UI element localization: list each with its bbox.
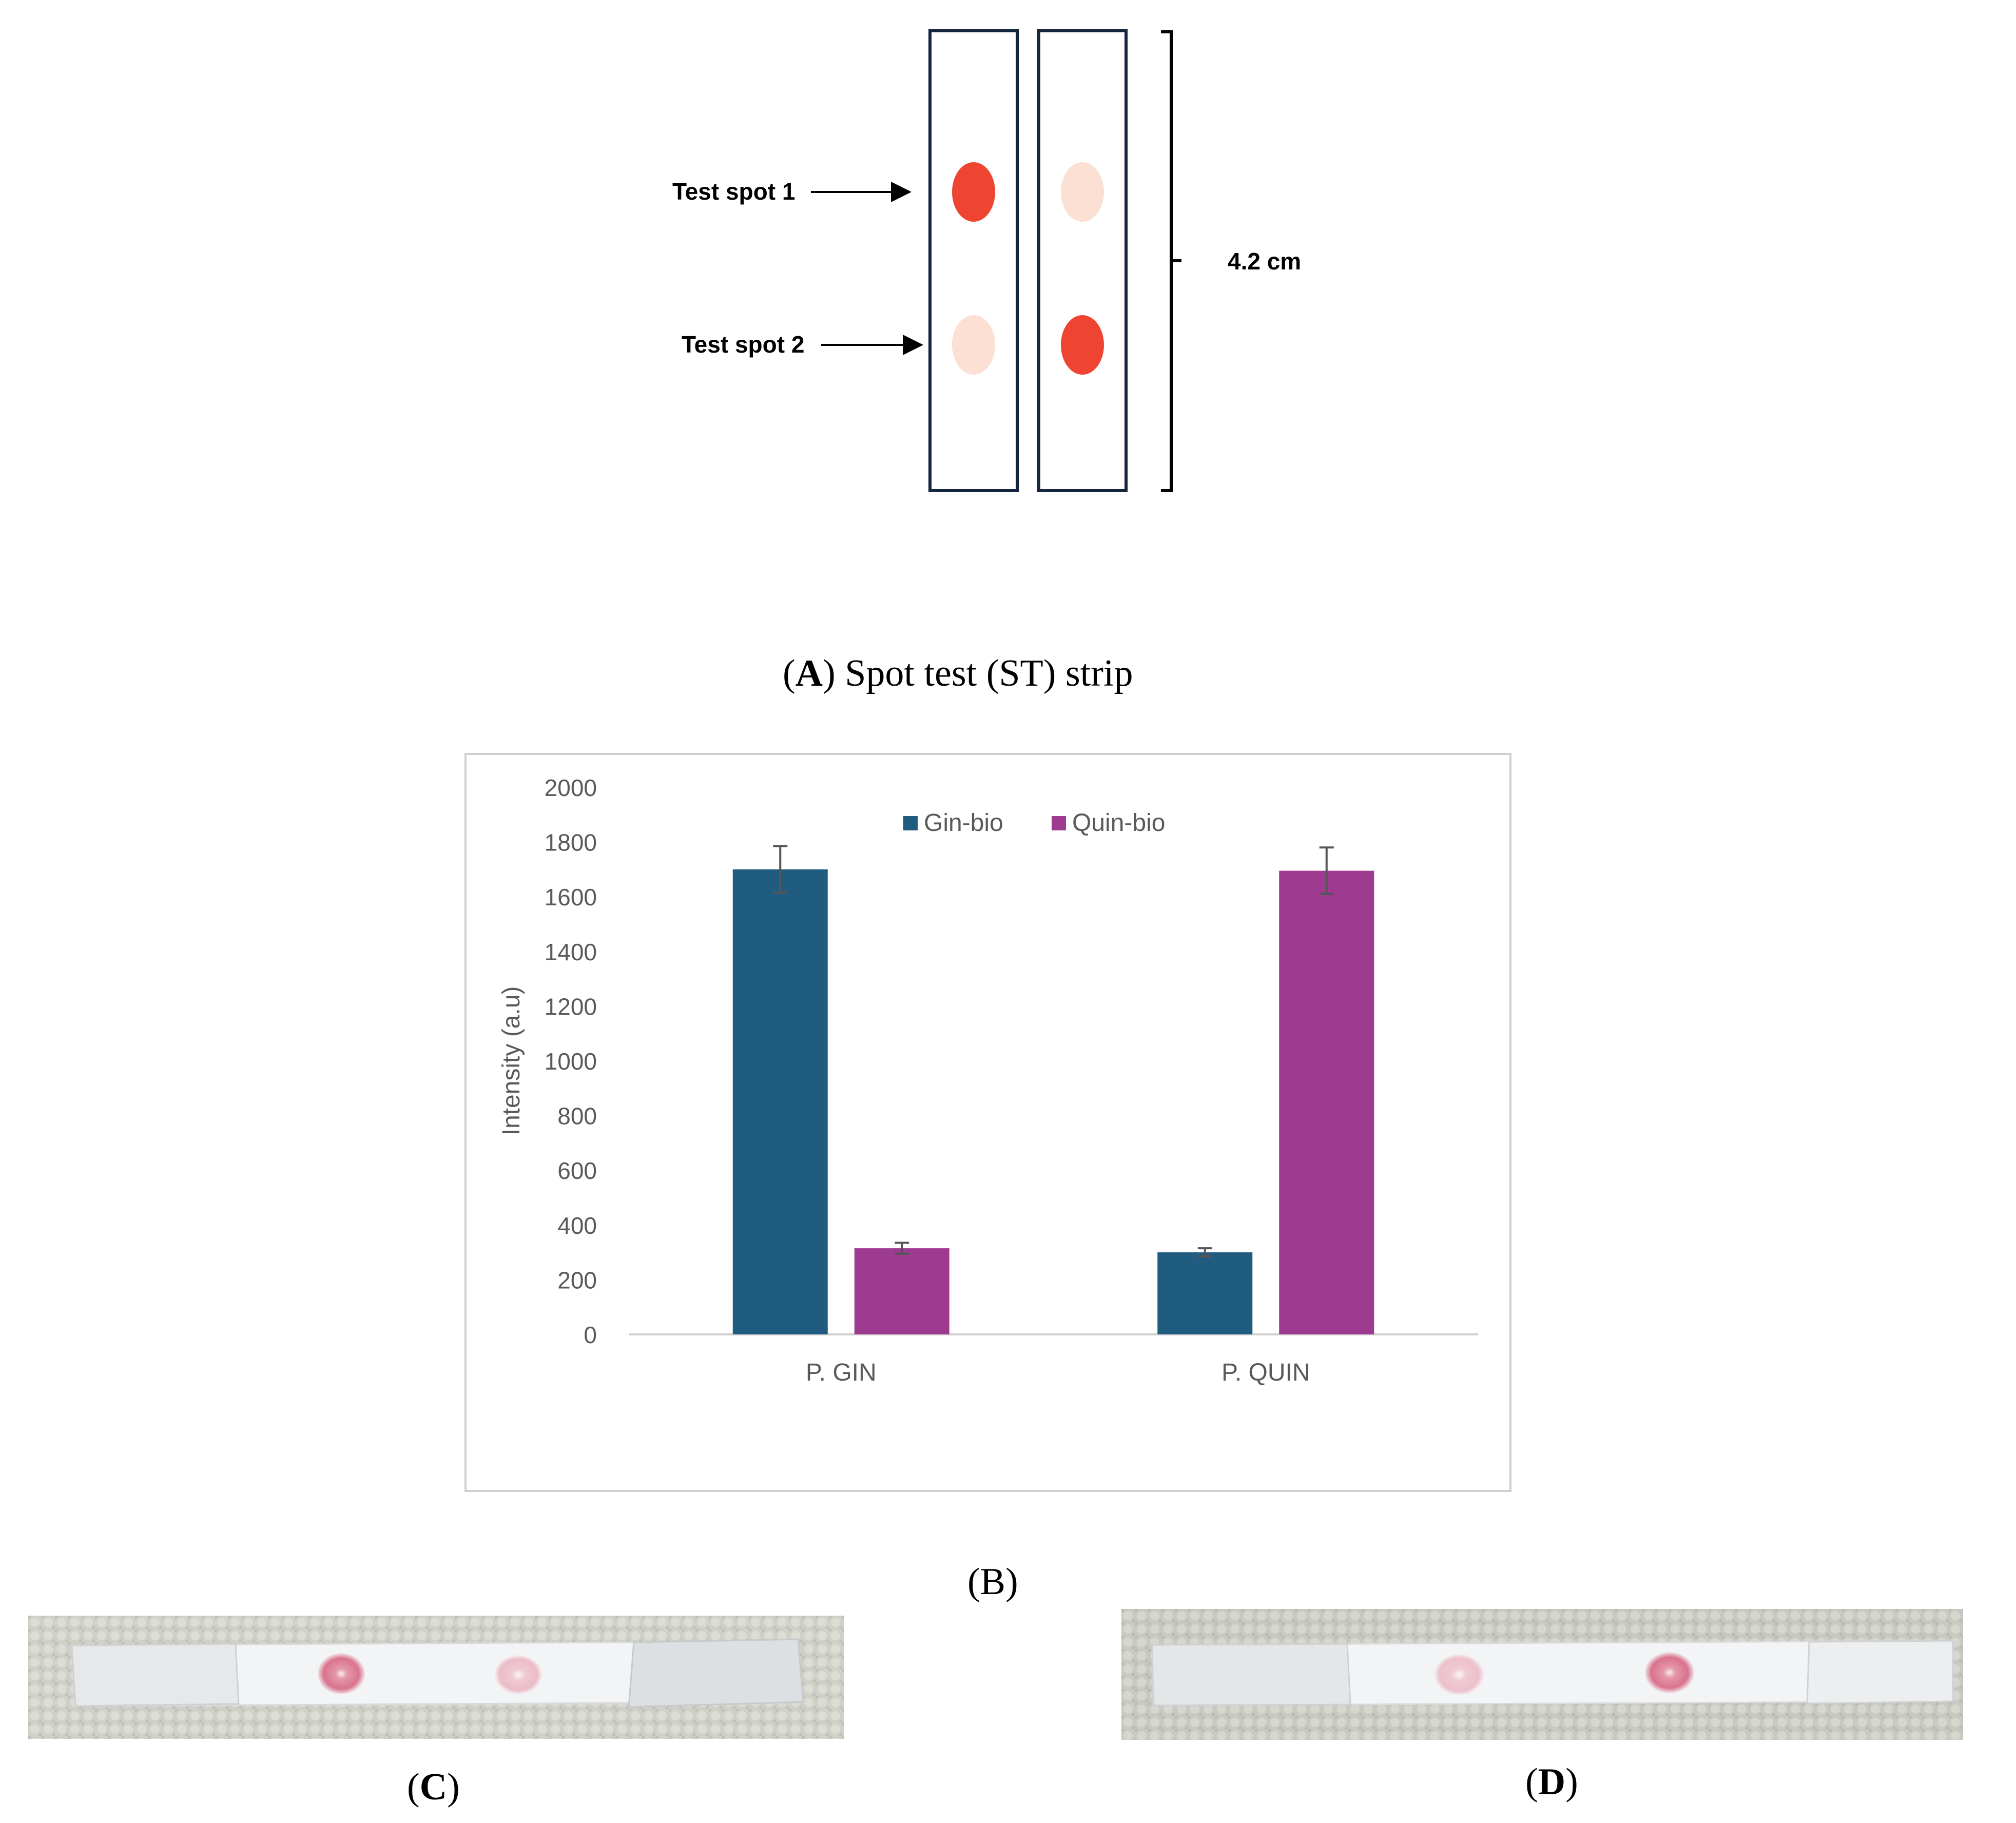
- y-tick-label: 200: [557, 1267, 597, 1293]
- legend-swatch: [903, 816, 918, 830]
- legend-swatch: [1052, 816, 1066, 830]
- y-tick-label: 1600: [545, 884, 597, 910]
- strip-right-spot2-strong: [1061, 315, 1104, 375]
- bar-gin-bio-1: [1157, 1252, 1253, 1334]
- legend-label: Quin-bio: [1072, 809, 1165, 837]
- y-tick-label: 1200: [545, 993, 597, 1020]
- strip-photo-c: [28, 1616, 844, 1739]
- spot-test-diagram: [811, 29, 1181, 492]
- caption-a: (A) Spot test (ST) strip: [783, 652, 1133, 694]
- photo-c-spot2: [495, 1655, 542, 1694]
- strip-left-spot2-faint: [952, 315, 995, 375]
- bar-quin-bio-0: [854, 1248, 949, 1334]
- absorbent-pad: [628, 1638, 804, 1708]
- x-tick-label: P. GIN: [806, 1359, 877, 1386]
- y-axis-label: Intensity (a.u): [498, 986, 525, 1136]
- strip-photo-d: [1121, 1609, 1963, 1740]
- y-tick-label: 1800: [545, 829, 597, 856]
- photo-c-spot1: [318, 1653, 365, 1694]
- length-brace: [1161, 30, 1181, 492]
- strip-right-spot1-faint: [1061, 162, 1104, 222]
- bar-gin-bio-0: [732, 869, 828, 1334]
- y-tick-label: 800: [557, 1103, 597, 1130]
- caption-c: (C): [407, 1766, 460, 1808]
- x-tick-label: P. QUIN: [1222, 1359, 1310, 1386]
- test-spot-1-label: Test spot 1: [672, 178, 796, 205]
- bar-chart: 0 200 400 600 800 1000 1200 1400 1600 1800 2000 Int…: [498, 774, 1478, 1386]
- test-spot-2-label: Test spot 2: [682, 331, 805, 358]
- absorbent-pad: [1806, 1640, 1954, 1704]
- y-tick-label: 1000: [545, 1048, 597, 1075]
- y-tick-label: 0: [584, 1322, 597, 1348]
- bar-quin-bio-1: [1279, 870, 1374, 1334]
- strip-left: [928, 29, 1019, 492]
- caption-d: (D): [1525, 1761, 1578, 1803]
- y-tick-label: 600: [557, 1157, 597, 1184]
- sample-pad: [1151, 1643, 1351, 1706]
- sample-pad: [71, 1643, 240, 1707]
- strip-left-spot1-strong: [952, 162, 995, 222]
- y-tick-label: 1400: [545, 939, 597, 965]
- caption-b: (B): [967, 1561, 1018, 1603]
- y-tick-label: 400: [557, 1212, 597, 1239]
- length-label: 4.2 cm: [1228, 248, 1302, 275]
- strip-right: [1037, 29, 1128, 492]
- photo-d-spot2: [1645, 1652, 1694, 1693]
- photo-d-spot1: [1435, 1654, 1484, 1695]
- y-tick-label: 2000: [545, 774, 597, 801]
- legend-label: Gin-bio: [924, 809, 1003, 837]
